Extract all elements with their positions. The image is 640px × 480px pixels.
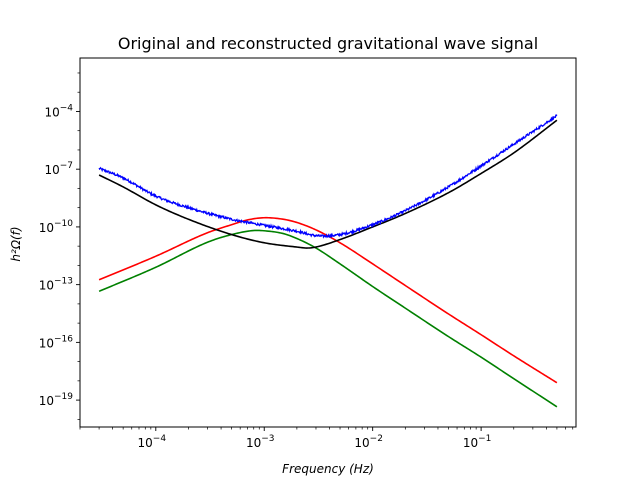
y-tick-label: 10−10 bbox=[39, 219, 74, 235]
y-tick-label: 10−13 bbox=[39, 277, 73, 293]
series-line-1 bbox=[98, 119, 558, 249]
x-tick-label: 10−1 bbox=[463, 434, 492, 450]
plot-area: 10−4 10−3 10−2 10−1 10−4 10−7 10−10 10−13 10−16 1… bbox=[39, 57, 577, 450]
series-line-0 bbox=[98, 114, 558, 239]
x-tick-label: 10−3 bbox=[246, 434, 275, 450]
chart-title: Original and reconstructed gravitational… bbox=[118, 34, 538, 53]
y-axis-label: h²Ω(f) bbox=[9, 226, 23, 261]
x-axis-label: Frequency (Hz) bbox=[282, 462, 374, 476]
y-tick-label: 10−7 bbox=[44, 161, 73, 177]
series-line-3 bbox=[98, 229, 558, 408]
y-tick-label: 10−19 bbox=[39, 392, 74, 408]
axes-frame bbox=[79, 57, 577, 428]
x-tick-label: 10−4 bbox=[138, 434, 167, 450]
y-tick-label: 10−4 bbox=[44, 103, 73, 119]
x-tick-label: 10−2 bbox=[354, 434, 383, 450]
y-tick-label: 10−16 bbox=[39, 334, 74, 350]
